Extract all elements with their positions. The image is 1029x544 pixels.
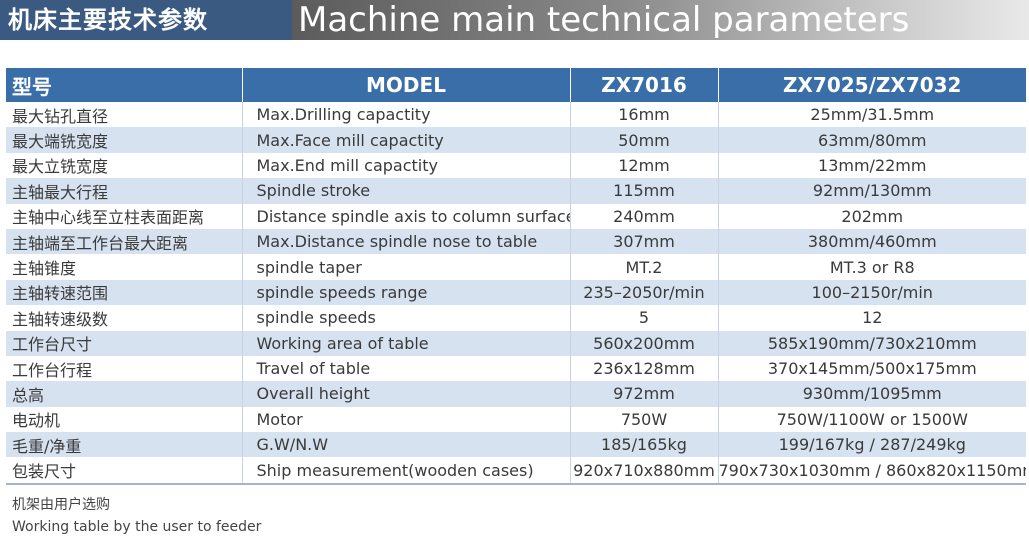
table-row: 主轴转速级数 spindle speeds 5 12 [6,305,1026,331]
param-name-en: Travel of table [241,355,570,382]
value-zx7025-zx7032: 13mm/22mm [717,152,1026,179]
param-name-en: spindle taper [241,254,570,280]
value-zx7016: 115mm [569,178,718,204]
param-name-cn: 总高 [6,381,242,407]
table-row: 工作台行程 Travel of table 236x128mm 370x145mm/5… [6,355,1026,382]
table-row: 包装尺寸 Ship measurement(wooden cases) 920x71… [6,457,1026,485]
table-row: 电动机 Motor 750W 750W/1100W or 1500W [6,406,1026,433]
footnote-en: Working table by the user to feeder [12,519,262,535]
param-name-cn: 最大钻孔直径 [6,102,242,128]
title-banner: 机床主要技术参数 Machine main technical paramete… [0,0,1029,40]
param-name-en: spindle speeds range [241,279,570,306]
value-zx7016: 235–2050r/min [569,279,718,306]
value-zx7016: 236x128mm [569,355,718,382]
title-english: Machine main technical parameters [292,0,1029,40]
value-zx7025-zx7032: 92mm/130mm [717,178,1026,204]
param-name-en: Spindle stroke [241,178,570,204]
param-name-cn: 工作台行程 [6,355,242,382]
param-name-en: Max.Distance spindle nose to table [241,228,570,255]
param-name-cn: 主轴转速范围 [6,279,242,306]
value-zx7016: MT.2 [569,254,718,280]
header-model: MODEL [241,68,570,102]
value-zx7025-zx7032: 199/167kg / 287/249kg [717,432,1026,458]
value-zx7025-zx7032: 12 [717,305,1026,331]
value-zx7025-zx7032: 380mm/460mm [717,228,1026,255]
param-name-en: G.W/N.W [241,432,570,458]
value-zx7025-zx7032: 750W/1100W or 1500W [717,406,1026,433]
footnote-cn: 机架由用户选购 [12,497,110,513]
param-name-cn: 最大立铣宽度 [6,152,242,179]
spec-table: 型号 MODEL ZX7016 ZX7025/ZX7032 最大钻孔直径 Max.… [6,68,1026,485]
param-name-cn: 主轴中心线至立柱表面距离 [6,203,242,229]
param-name-cn: 毛重/净重 [6,432,242,458]
value-zx7025-zx7032: 930mm/1095mm [717,381,1026,407]
value-zx7016: 920x710x880mm [569,457,718,485]
param-name-en: Distance spindle axis to column surface [241,203,570,229]
value-zx7016: 50mm [569,127,718,153]
header-zx7016: ZX7016 [569,68,718,102]
value-zx7025-zx7032: 370x145mm/500x175mm [717,355,1026,382]
value-zx7016: 560x200mm [569,330,718,356]
value-zx7025-zx7032: 202mm [717,203,1026,229]
param-name-en: Max.Drilling capactity [241,102,570,128]
table-row: 主轴端至工作台最大距离 Max.Distance spindle nose to … [6,228,1026,255]
param-name-cn: 包装尺寸 [6,457,242,485]
value-zx7016: 185/165kg [569,432,718,458]
value-zx7025-zx7032: 585x190mm/730x210mm [717,330,1026,356]
table-row: 最大端铣宽度 Max.Face mill capactity 50mm 63mm/80… [6,127,1026,153]
param-name-cn: 电动机 [6,406,242,433]
header-zx7025-zx7032: ZX7025/ZX7032 [717,68,1026,102]
value-zx7016: 972mm [569,381,718,407]
param-name-cn: 工作台尺寸 [6,330,242,356]
table-row: 主轴锥度 spindle taper MT.2 MT.3 or R8 [6,254,1026,280]
param-name-cn: 最大端铣宽度 [6,127,242,153]
param-name-en: Max.Face mill capactity [241,127,570,153]
param-name-cn: 主轴端至工作台最大距离 [6,228,242,255]
param-name-cn: 主轴转速级数 [6,305,242,331]
value-zx7016: 750W [569,406,718,433]
param-name-en: Ship measurement(wooden cases) [241,457,570,485]
table-row: 工作台尺寸 Working area of table 560x200mm 585x1… [6,330,1026,356]
title-chinese: 机床主要技术参数 [0,0,292,40]
table-header-row: 型号 MODEL ZX7016 ZX7025/ZX7032 [6,68,1026,102]
footnotes: 机架由用户选购 Working table by the user to fee… [12,494,261,538]
param-name-cn: 主轴锥度 [6,254,242,280]
param-name-en: spindle speeds [241,305,570,331]
value-zx7025-zx7032: 790x730x1030mm / 860x820x1150mm [717,457,1026,485]
param-name-en: Overall height [241,381,570,407]
value-zx7016: 5 [569,305,718,331]
value-zx7025-zx7032: 25mm/31.5mm [717,102,1026,128]
param-name-en: Motor [241,406,570,433]
table-row: 最大钻孔直径 Max.Drilling capactity 16mm 25mm/31.… [6,102,1026,128]
table-row: 总高 Overall height 972mm 930mm/1095mm [6,381,1026,407]
table-row: 毛重/净重 G.W/N.W 185/165kg 199/167kg / 287/249… [6,432,1026,458]
param-name-cn: 主轴最大行程 [6,178,242,204]
header-model-cn: 型号 [6,68,242,102]
value-zx7016: 240mm [569,203,718,229]
value-zx7025-zx7032: 63mm/80mm [717,127,1026,153]
value-zx7016: 307mm [569,228,718,255]
param-name-en: Working area of table [241,330,570,356]
table-row: 主轴转速范围 spindle speeds range 235–2050r/min 1… [6,279,1026,306]
table-row: 最大立铣宽度 Max.End mill capactity 12mm 13mm/22m… [6,152,1026,179]
value-zx7025-zx7032: 100–2150r/min [717,279,1026,306]
value-zx7016: 12mm [569,152,718,179]
table-row: 主轴最大行程 Spindle stroke 115mm 92mm/130mm [6,178,1026,204]
value-zx7016: 16mm [569,102,718,128]
spec-table-body: 最大钻孔直径 Max.Drilling capactity 16mm 25mm/31.… [6,102,1026,485]
value-zx7025-zx7032: MT.3 or R8 [717,254,1026,280]
param-name-en: Max.End mill capactity [241,152,570,179]
table-row: 主轴中心线至立柱表面距离 Distance spindle axis to col… [6,203,1026,229]
